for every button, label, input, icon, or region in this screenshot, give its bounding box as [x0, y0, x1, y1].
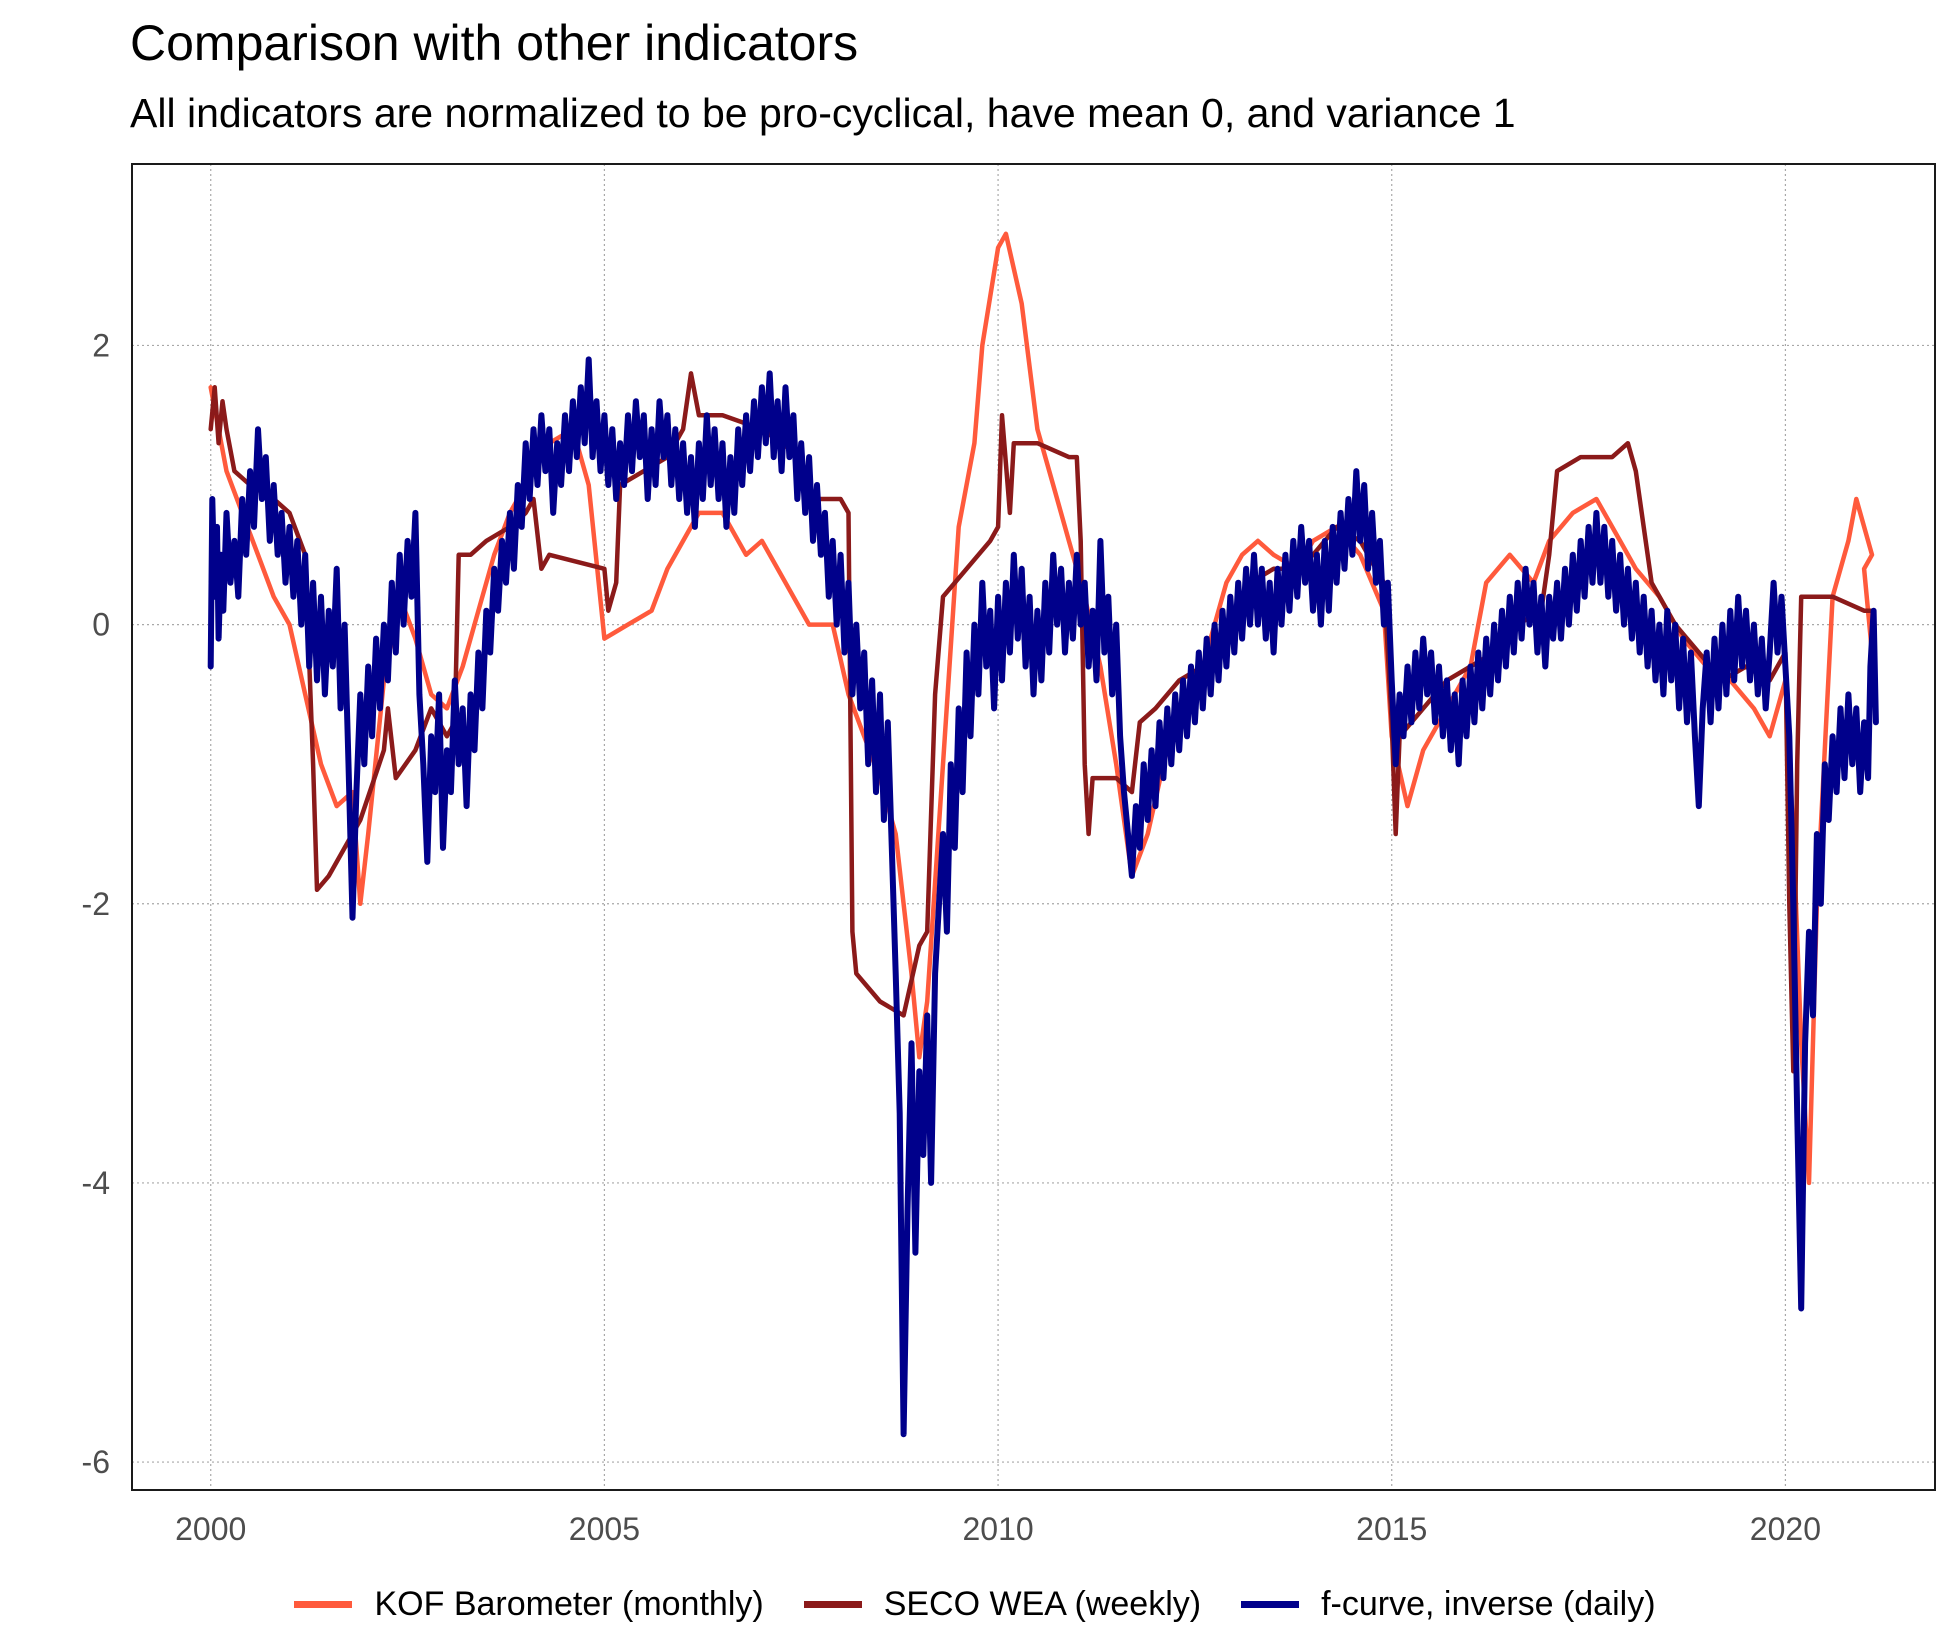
legend-item-kof: KOF Barometer (monthly) [294, 1584, 764, 1624]
series-line-fcurve [207, 356, 1879, 1438]
chart-subtitle: All indicators are normalized to be pro-… [130, 90, 1516, 136]
legend-key-kof [294, 1600, 353, 1608]
y-tick-label: 2 [92, 327, 110, 363]
plot-panel-border [131, 163, 1936, 1491]
series-line-seco [208, 371, 1875, 1074]
x-tick-label: 2010 [962, 1511, 1033, 1547]
x-tick-label: 2015 [1356, 1511, 1427, 1547]
y-tick-label: -6 [82, 1444, 110, 1480]
legend-label-seco: SECO WEA (weekly) [883, 1584, 1202, 1623]
y-axis: -6 -4 -2 0 2 [82, 327, 110, 1480]
legend: KOF Barometer (monthly) SECO WEA (weekly… [0, 1574, 1950, 1634]
y-tick-label: -2 [82, 886, 110, 922]
chart-title: Comparison with other indicators [130, 15, 859, 71]
x-tick-label: 2020 [1750, 1511, 1821, 1547]
y-tick-label: -4 [82, 1165, 110, 1201]
series-layer [207, 231, 1879, 1438]
y-tick-label: 0 [92, 607, 110, 643]
x-tick-label: 2005 [569, 1511, 640, 1547]
x-tick-label: 2000 [175, 1511, 246, 1547]
legend-key-fcurve [1241, 1600, 1300, 1608]
legend-label-kof: KOF Barometer (monthly) [374, 1584, 764, 1623]
x-axis: 2000 2005 2010 2015 2020 [175, 1511, 1821, 1547]
legend-item-seco: SECO WEA (weekly) [803, 1584, 1202, 1624]
legend-label-fcurve: f-curve, inverse (daily) [1321, 1584, 1656, 1623]
grid-lines [132, 164, 1935, 1490]
legend-key-seco [803, 1600, 862, 1608]
legend-item-fcurve: f-curve, inverse (daily) [1241, 1584, 1656, 1624]
